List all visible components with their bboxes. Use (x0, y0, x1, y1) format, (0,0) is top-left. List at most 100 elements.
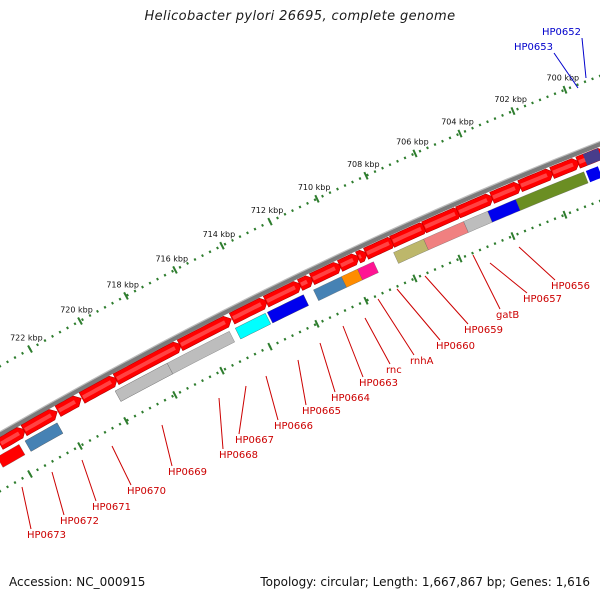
minor-tick (283, 212, 287, 216)
minor-tick (306, 201, 309, 205)
major-tick (123, 291, 129, 300)
minor-tick (426, 271, 429, 275)
label-leader-line (21, 486, 32, 530)
minor-tick (118, 422, 122, 426)
reverse-gene-label: HP0673 (27, 530, 66, 541)
minor-tick (126, 418, 129, 422)
forward-strand-features (0, 147, 600, 450)
minor-tick (448, 136, 452, 140)
minor-tick (411, 278, 414, 282)
forward-gene-highlight (424, 211, 456, 229)
reverse-gene-feature (235, 313, 271, 340)
minor-tick (73, 447, 77, 451)
minor-tick (111, 426, 114, 430)
minor-tick (51, 334, 54, 338)
minor-tick (306, 326, 309, 330)
minor-tick (291, 209, 294, 213)
major-tick (267, 342, 273, 351)
minor-tick (148, 281, 152, 285)
minor-tick (88, 438, 92, 443)
minor-tick (283, 337, 287, 341)
label-leader-line (364, 317, 391, 365)
minor-tick (0, 364, 2, 368)
minor-tick (0, 489, 2, 493)
minor-tick (456, 258, 459, 262)
minor-tick (358, 302, 362, 306)
minor-tick (66, 326, 69, 330)
major-tick (219, 241, 225, 250)
minor-tick (81, 443, 84, 447)
minor-tick (546, 95, 549, 99)
minor-tick (103, 430, 107, 434)
minor-tick (433, 143, 437, 147)
minor-tick (523, 104, 527, 108)
major-tick (562, 210, 568, 219)
minor-tick (561, 214, 564, 218)
minor-tick (163, 398, 167, 402)
minor-tick (336, 187, 339, 191)
minor-tick (193, 258, 197, 262)
minor-tick (156, 402, 159, 406)
minor-tick (328, 191, 332, 195)
minor-tick (178, 265, 182, 269)
minor-tick (538, 223, 542, 227)
minor-tick (366, 173, 369, 177)
minor-tick (343, 184, 347, 188)
inner-scale-ticks (0, 199, 600, 493)
scale-label: 720 kbp (60, 306, 93, 315)
major-tick (77, 317, 83, 325)
minor-tick (6, 360, 9, 364)
forward-gene-highlight (180, 320, 226, 347)
accession-text: Accession: NC_000915 (9, 575, 146, 589)
minor-tick (276, 341, 279, 345)
minor-tick (13, 356, 17, 360)
minor-tick (223, 242, 227, 246)
scale-label: 712 kbp (251, 206, 284, 215)
minor-tick (546, 220, 549, 224)
reverse-gene-label: HP0665 (302, 406, 341, 417)
minor-tick (418, 274, 422, 278)
minor-tick (328, 316, 332, 320)
minor-tick (36, 343, 39, 347)
major-tick (172, 265, 178, 274)
reverse-gene-feature (166, 331, 235, 375)
label-leader-line (581, 37, 587, 79)
minor-tick (111, 301, 114, 305)
minor-tick (508, 110, 512, 114)
minor-tick (373, 295, 377, 299)
reverse-gene-feature (585, 166, 600, 183)
minor-tick (141, 285, 144, 289)
minor-tick (73, 322, 77, 326)
minor-tick (501, 113, 504, 117)
minor-tick (193, 383, 197, 387)
minor-tick (583, 205, 587, 209)
major-tick (123, 416, 129, 425)
minor-tick (103, 305, 107, 309)
minor-tick (186, 261, 189, 265)
minor-tick (231, 238, 234, 242)
reverse-gene-feature (0, 444, 26, 468)
minor-tick (396, 284, 399, 288)
minor-tick (403, 281, 407, 285)
genome-backbone-highlight (0, 140, 600, 433)
reverse-gene-label: gatB (496, 310, 519, 321)
minor-tick (43, 339, 47, 343)
scale-label: 718 kbp (106, 280, 139, 289)
minor-tick (561, 89, 564, 93)
reverse-gene-label: HP0668 (219, 450, 258, 461)
reverse-gene-label: HP0656 (551, 281, 590, 292)
forward-gene-highlight (552, 162, 574, 175)
minor-tick (486, 245, 489, 249)
reverse-gene-label: HP0663 (359, 378, 398, 389)
forward-gene-highlight (312, 266, 336, 281)
minor-tick (133, 289, 137, 293)
minor-tick (58, 330, 62, 334)
minor-tick (396, 159, 399, 163)
minor-tick (381, 166, 384, 170)
major-tick (267, 217, 273, 226)
scale-label: 710 kbp (298, 183, 331, 192)
forward-gene-label: HP0653 (514, 42, 553, 53)
reverse-gene-feature (357, 261, 379, 281)
